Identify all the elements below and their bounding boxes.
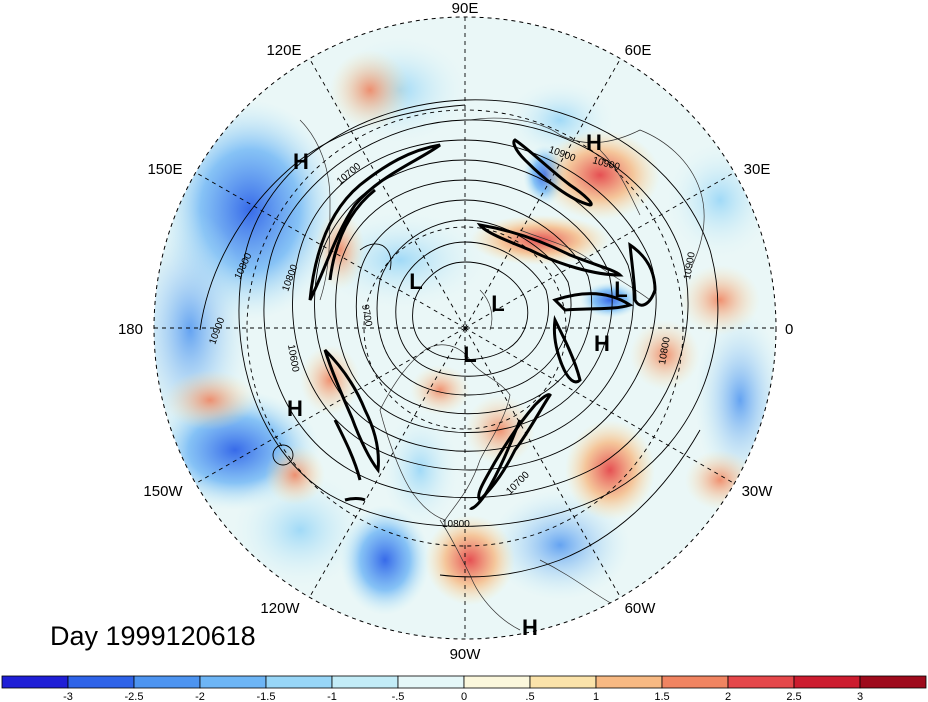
colorbar-swatch bbox=[595, 675, 663, 689]
colorbar-tick-label: -2.5 bbox=[125, 691, 144, 702]
colorbar-swatch bbox=[133, 675, 201, 689]
low-pressure-label: L bbox=[463, 342, 476, 367]
colorbar: -3 -2.5 -2 -1.5 -1 -.5 0 .5 1 1.5 2 2.5 3 bbox=[1, 675, 927, 702]
lon-label-30e: 30E bbox=[744, 161, 771, 178]
colorbar-swatch bbox=[265, 675, 333, 689]
colorbar-tick-label: -3 bbox=[63, 691, 73, 702]
colorbar-tick-label: -2 bbox=[195, 691, 205, 702]
colorbar-tick-label: 1 bbox=[593, 691, 599, 702]
lon-label-120e: 120E bbox=[266, 42, 301, 59]
colorbar-swatch bbox=[529, 675, 597, 689]
colorbar-swatch bbox=[661, 675, 729, 689]
lon-label-90w: 90W bbox=[450, 646, 482, 663]
lon-label-60w: 60W bbox=[625, 600, 657, 617]
high-pressure-label: H bbox=[594, 331, 610, 356]
high-pressure-label: H bbox=[293, 149, 309, 174]
colorbar-swatch bbox=[1, 675, 69, 689]
colorbar-swatch bbox=[793, 675, 861, 689]
colorbar-swatch bbox=[463, 675, 531, 689]
longitude-labels: 90E 60E 30E 0 30W 60W 90W 120W 150W 180 … bbox=[118, 0, 793, 663]
colorbar-swatch bbox=[859, 675, 927, 689]
colorbar-swatch bbox=[727, 675, 795, 689]
colorbar-tick-label: -1 bbox=[327, 691, 337, 702]
colorbar-tick-label: -1.5 bbox=[257, 691, 276, 702]
high-pressure-label: H bbox=[522, 615, 538, 640]
colorbar-swatch bbox=[67, 675, 135, 689]
low-pressure-label: L bbox=[409, 269, 422, 294]
lon-label-150e: 150E bbox=[147, 161, 182, 178]
lon-label-30w: 30W bbox=[742, 483, 774, 500]
contour-label: 9700 bbox=[359, 304, 374, 328]
low-pressure-label: L bbox=[491, 291, 504, 316]
colorbar-swatch bbox=[331, 675, 399, 689]
colorbar-swatch bbox=[397, 675, 465, 689]
lon-label-180: 180 bbox=[118, 321, 143, 338]
lon-label-120w: 120W bbox=[260, 600, 300, 617]
colorbar-tick-label: 3 bbox=[857, 691, 863, 702]
lon-label-0: 0 bbox=[785, 321, 793, 338]
day-label: Day 1999120618 bbox=[50, 621, 256, 651]
colorbar-tick-label: -.5 bbox=[392, 691, 405, 702]
colorbar-tick-label: .5 bbox=[525, 691, 534, 702]
colorbar-tick-label: 2.5 bbox=[786, 691, 801, 702]
anomaly-field bbox=[154, 17, 776, 639]
contour-label: 10800 bbox=[657, 336, 673, 366]
lon-label-90e: 90E bbox=[452, 0, 479, 17]
map-boundary bbox=[153, 16, 777, 640]
contour-label: 10900 bbox=[682, 251, 698, 281]
lon-label-150w: 150W bbox=[143, 483, 183, 500]
colorbar-tick-label: 2 bbox=[725, 691, 731, 702]
low-pressure-label: L bbox=[614, 277, 627, 302]
height-contours bbox=[199, 99, 719, 578]
colorbar-tick-label: 1.5 bbox=[654, 691, 669, 702]
high-pressure-label: H bbox=[586, 130, 602, 155]
colorbar-swatch bbox=[199, 675, 267, 689]
contour-label: 10600 bbox=[285, 344, 301, 374]
colorbar-tick-label: 0 bbox=[461, 691, 467, 702]
lon-label-60e: 60E bbox=[625, 42, 652, 59]
contour-label: 10800 bbox=[442, 519, 470, 530]
pressure-systems: H H L L L H L H H bbox=[287, 130, 628, 640]
high-pressure-label: H bbox=[287, 396, 303, 421]
jet-contours bbox=[308, 138, 657, 510]
